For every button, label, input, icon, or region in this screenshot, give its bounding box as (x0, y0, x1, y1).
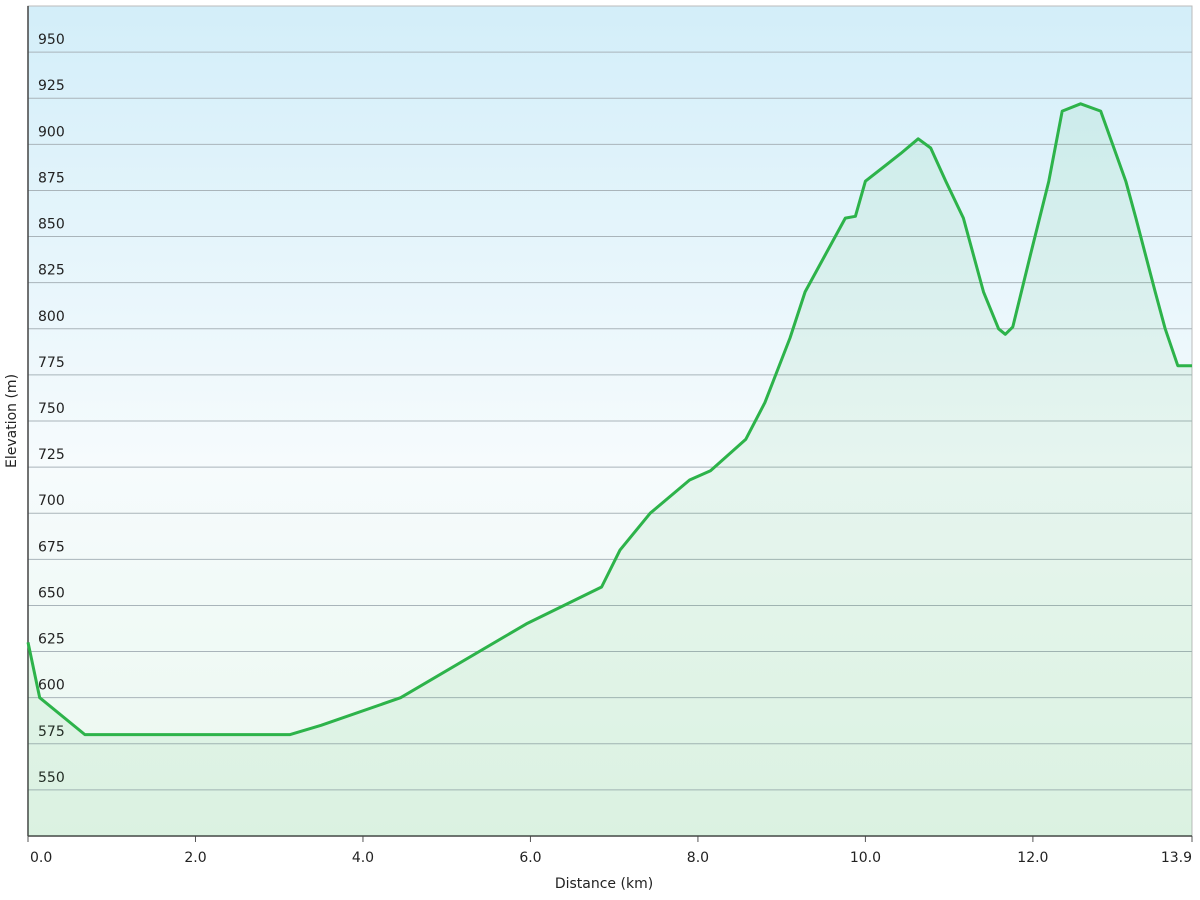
y-tick-label: 775 (38, 355, 65, 371)
y-axis-title: Elevation (m) (4, 374, 20, 468)
x-tick-label: 0.0 (30, 850, 52, 866)
x-tick-label: 12.0 (1017, 850, 1048, 866)
area-fill (28, 103, 1192, 837)
y-tick-label: 750 (38, 401, 65, 417)
y-tick-label: 575 (38, 724, 65, 740)
y-tick-label: 800 (38, 309, 65, 325)
x-tick-label: 10.0 (850, 850, 881, 866)
elevation-line (26, 102, 1192, 737)
y-tick-label: 925 (38, 78, 65, 94)
x-tick-label: 6.0 (519, 850, 541, 866)
y-tick-label: 725 (38, 447, 65, 463)
y-tick-label: 675 (38, 539, 65, 555)
y-tick-label: 825 (38, 263, 65, 279)
y-tick-label: 550 (38, 770, 65, 786)
x-tick-label: 2.0 (184, 850, 206, 866)
y-tick-label: 900 (38, 124, 65, 140)
y-tick-label: 600 (38, 678, 65, 694)
y-tick-label: 700 (38, 493, 65, 509)
y-tick-label: 625 (38, 632, 65, 648)
x-tick-label: 4.0 (352, 850, 374, 866)
y-tick-label: 650 (38, 585, 65, 601)
x-axis-title: Distance (km) (555, 876, 653, 892)
y-tick-label: 875 (38, 170, 65, 186)
x-tick-label: 13.9 (1161, 850, 1192, 866)
x-tick-label: 8.0 (687, 850, 709, 866)
y-tick-label: 950 (38, 32, 65, 48)
y-tick-label: 850 (38, 217, 65, 233)
